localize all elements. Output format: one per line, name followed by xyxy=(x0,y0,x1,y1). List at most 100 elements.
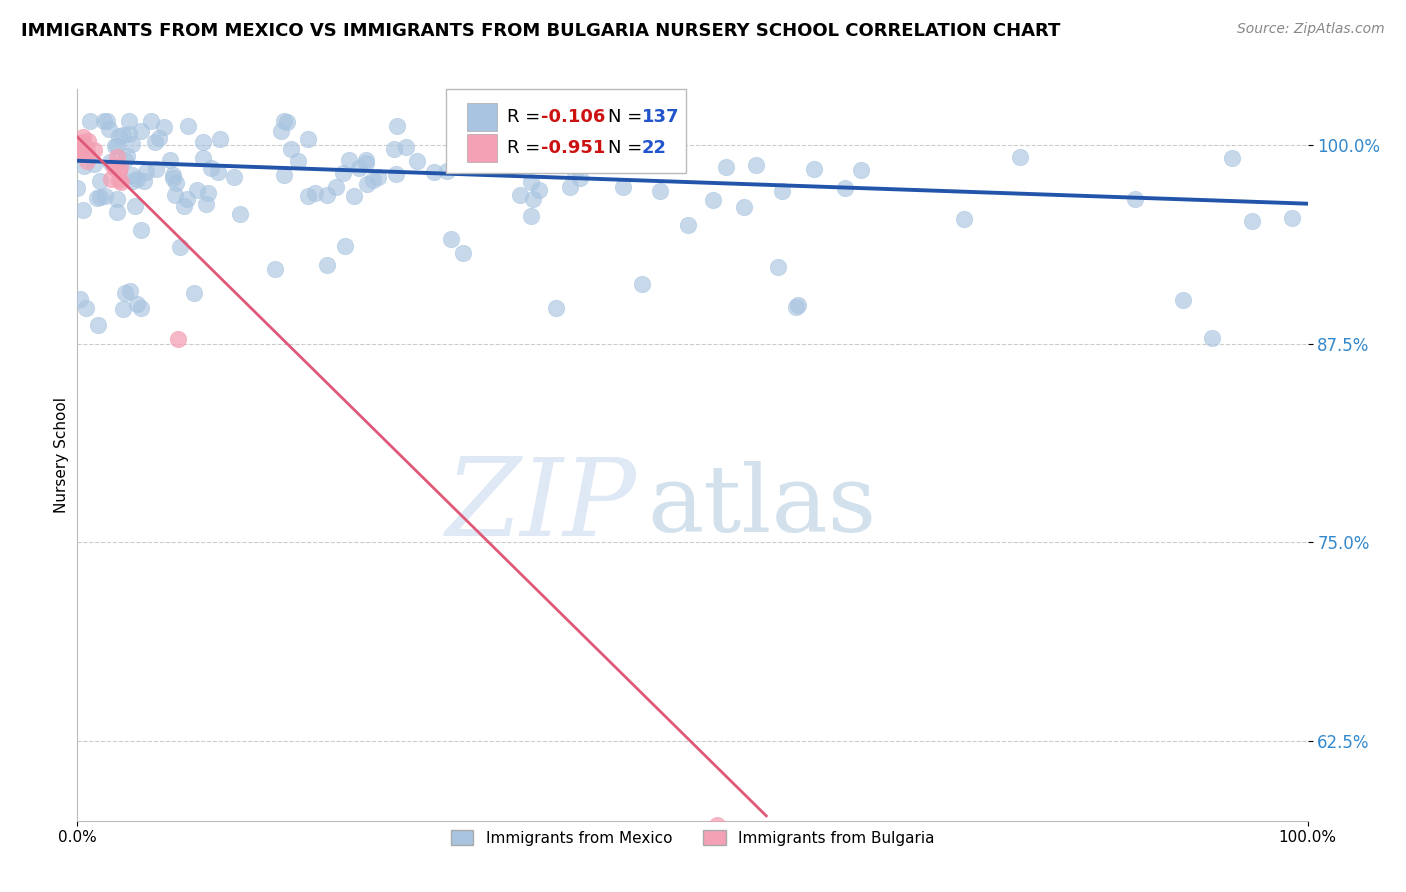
Point xyxy=(1220,152,1243,166)
Text: ZIP: ZIP xyxy=(446,453,637,558)
Point xyxy=(105,138,128,153)
Point xyxy=(678,218,700,232)
Point xyxy=(86,191,108,205)
Point xyxy=(183,286,205,301)
Point xyxy=(100,171,122,186)
Point xyxy=(367,169,389,184)
Point xyxy=(436,164,458,178)
Point xyxy=(118,114,141,128)
Point xyxy=(423,165,446,179)
Point xyxy=(953,212,976,227)
Text: R =: R = xyxy=(506,108,546,126)
Point xyxy=(264,262,287,277)
Point xyxy=(127,172,149,186)
Point xyxy=(70,140,93,154)
Point xyxy=(197,186,219,201)
Point xyxy=(406,154,429,169)
Point xyxy=(519,175,541,189)
Point xyxy=(69,145,91,160)
Point xyxy=(132,174,155,188)
Point xyxy=(165,177,187,191)
Point xyxy=(834,181,856,195)
Point xyxy=(108,173,131,187)
Point xyxy=(177,119,200,133)
Point xyxy=(520,209,543,223)
Point xyxy=(76,144,98,158)
Point xyxy=(118,127,141,141)
Point xyxy=(103,160,125,174)
Point xyxy=(1240,213,1263,227)
Point xyxy=(481,135,503,149)
Point xyxy=(332,166,354,180)
Point xyxy=(98,154,121,169)
Point xyxy=(70,140,93,154)
Point xyxy=(522,192,544,206)
Point xyxy=(706,818,728,832)
Point xyxy=(564,165,586,179)
Point xyxy=(176,192,198,206)
Point xyxy=(297,188,319,202)
Point xyxy=(770,184,793,198)
Point xyxy=(131,223,153,237)
Point xyxy=(73,145,96,160)
Point xyxy=(145,162,167,177)
Point xyxy=(630,277,652,291)
FancyBboxPatch shape xyxy=(447,89,686,173)
Point xyxy=(72,135,94,149)
Point xyxy=(107,128,129,143)
Point xyxy=(67,146,90,161)
Point xyxy=(382,142,405,156)
Point xyxy=(124,199,146,213)
Point xyxy=(849,162,872,177)
Point xyxy=(69,292,91,306)
Point xyxy=(544,301,567,315)
Point xyxy=(173,199,195,213)
Text: -0.951: -0.951 xyxy=(541,139,606,157)
Point xyxy=(112,302,135,317)
Point xyxy=(361,173,384,187)
Text: atlas: atlas xyxy=(647,461,876,551)
Point xyxy=(104,139,127,153)
Point xyxy=(1281,211,1303,225)
Point xyxy=(87,318,110,333)
Point xyxy=(162,169,184,183)
Text: 137: 137 xyxy=(643,108,679,126)
Point xyxy=(200,161,222,175)
Point xyxy=(785,300,807,314)
Point xyxy=(733,201,755,215)
Point xyxy=(786,298,808,312)
Point xyxy=(75,145,97,160)
Point xyxy=(139,114,162,128)
Point xyxy=(112,128,135,143)
Point xyxy=(121,137,143,152)
Point xyxy=(276,115,298,129)
Point xyxy=(110,175,132,189)
Point xyxy=(716,161,738,175)
Point xyxy=(107,192,129,206)
Point xyxy=(165,187,187,202)
Point xyxy=(316,258,339,272)
Point xyxy=(143,135,166,149)
Point xyxy=(766,260,789,274)
Text: R =: R = xyxy=(506,139,546,157)
Point xyxy=(702,193,724,207)
Point xyxy=(72,203,94,218)
Point xyxy=(229,207,252,221)
Point xyxy=(1201,331,1223,345)
Point xyxy=(558,180,581,194)
Point xyxy=(273,168,295,182)
Point xyxy=(316,188,339,202)
Text: N =: N = xyxy=(607,139,648,157)
Point xyxy=(337,153,360,167)
Point xyxy=(135,165,157,179)
Point xyxy=(195,197,218,211)
Point xyxy=(79,114,101,128)
Point xyxy=(66,181,89,195)
FancyBboxPatch shape xyxy=(467,134,496,161)
Point xyxy=(297,132,319,146)
Point xyxy=(349,161,371,175)
Point xyxy=(76,153,98,168)
Point xyxy=(343,189,366,203)
Point xyxy=(108,163,131,178)
Point xyxy=(356,178,378,192)
